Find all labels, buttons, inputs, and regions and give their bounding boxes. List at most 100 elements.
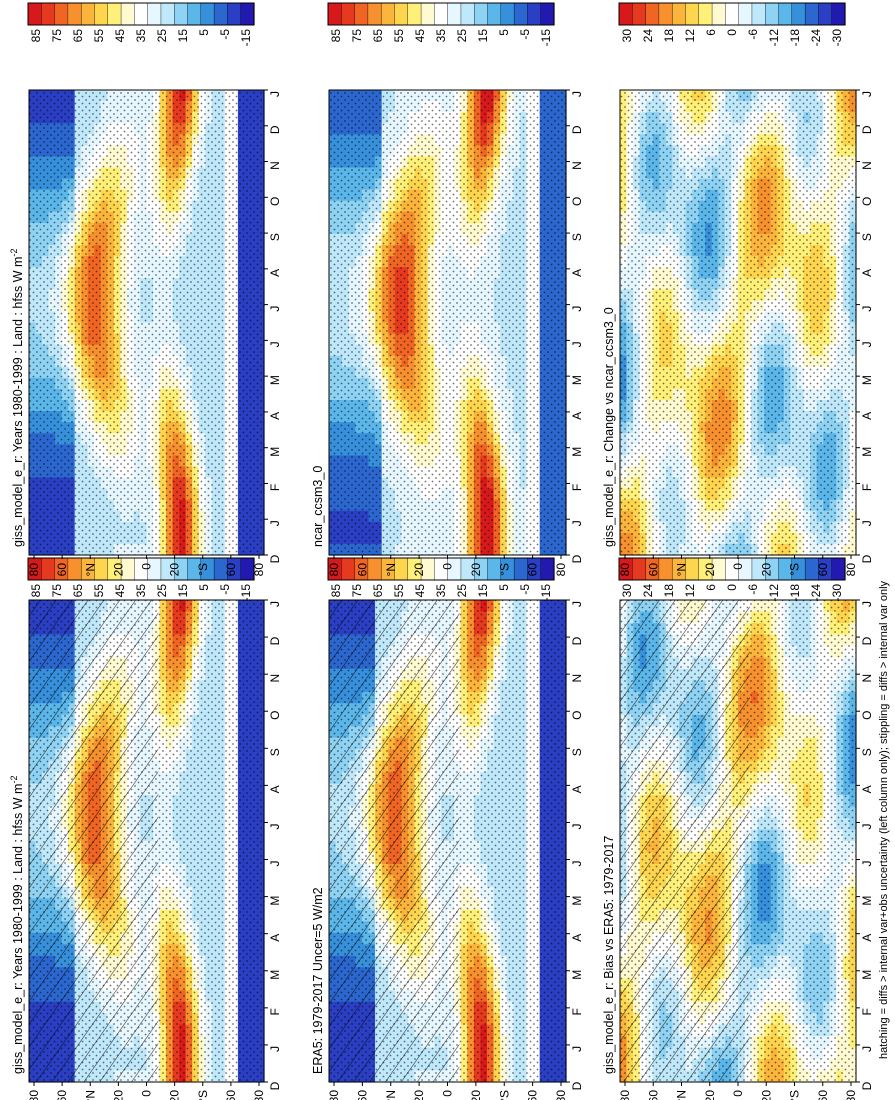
colorbar-label: 15 — [176, 584, 190, 598]
colorbar-segment — [94, 2, 109, 26]
x-tick-label: S — [268, 748, 282, 756]
colorbar-label: 35 — [134, 29, 148, 43]
colorbar-segment — [160, 2, 175, 26]
colorbar-label: -5 — [518, 584, 532, 595]
y-tick-label: °S — [196, 1090, 210, 1100]
x-tick-label: M — [570, 970, 584, 980]
colorbar-segment — [213, 2, 229, 26]
x-tick-label: J — [268, 1046, 282, 1052]
stipple-overlay — [29, 90, 264, 555]
x-tick-label: M — [268, 447, 282, 457]
x-tick-label: M — [570, 896, 584, 906]
colorbar-label: -15 — [539, 584, 553, 602]
y-tick-label: 20 — [111, 563, 125, 577]
y-tick-label: 80 — [327, 1090, 341, 1100]
colorbar-label: 55 — [92, 584, 106, 598]
colorbar-label: 5 — [197, 584, 211, 591]
x-tick-label: J — [570, 861, 584, 867]
colorbar-segment — [147, 2, 162, 26]
y-tick-label: 60 — [224, 1090, 238, 1100]
y-tick-label: 80 — [27, 563, 41, 577]
y-tick-label: °N — [83, 1090, 97, 1100]
x-tick-label: J — [570, 823, 584, 829]
colorbar-label: 35 — [434, 584, 448, 598]
colorbar-segment — [54, 2, 69, 26]
colorbar-label: -15 — [239, 584, 253, 602]
x-tick-label: M — [268, 970, 282, 980]
colorbar-frame — [27, 557, 255, 581]
colorbar-label: 55 — [392, 584, 406, 598]
colorbar-label: 25 — [455, 584, 469, 598]
colorbar-label: 85 — [29, 584, 43, 598]
x-tick-label: N — [268, 161, 282, 170]
colorbar-label: 5 — [497, 584, 511, 591]
colorbar-frame — [327, 557, 555, 581]
colorbar-segment — [341, 557, 356, 581]
colorbar-label: 25 — [155, 29, 169, 43]
x-tick-label: D — [268, 1081, 282, 1090]
x-tick-label: N — [570, 674, 584, 683]
colorbar-label: 75 — [350, 584, 364, 598]
x-tick-label: N — [268, 674, 282, 683]
x-tick-label: A — [268, 785, 282, 793]
y-tick-label: 20 — [111, 1090, 125, 1100]
colorbar-frame — [27, 2, 255, 26]
x-tick-label: D — [570, 636, 584, 645]
colorbar-label: 65 — [71, 584, 85, 598]
y-tick-label: 60 — [55, 1090, 69, 1100]
y-tick-label: 20 — [168, 1090, 182, 1100]
colorbar-label: 85 — [29, 29, 43, 43]
y-tick-label: 60 — [224, 563, 238, 577]
x-tick-label: J — [268, 601, 282, 607]
y-tick-label: °N — [384, 1090, 398, 1100]
colorbar-label: -15 — [239, 29, 253, 47]
x-tick-label: J — [268, 861, 282, 867]
colorbar-label: 45 — [413, 584, 427, 598]
x-tick-label: J — [268, 91, 282, 97]
x-tick-label: D — [268, 554, 282, 563]
y-tick-label: 60 — [55, 563, 69, 577]
panel-title-sup: -2 — [9, 776, 19, 784]
x-tick-label: F — [570, 1008, 584, 1015]
y-tick-label: °S — [196, 563, 210, 576]
colorbar-segment — [67, 557, 82, 581]
x-tick-label: A — [570, 934, 584, 942]
x-tick-label: O — [268, 197, 282, 206]
panel-title: ERA5: 1979-2017 Uncer=5 W/m2 — [311, 887, 325, 1074]
y-tick-label: 20 — [469, 1090, 483, 1100]
colorbar-segment — [41, 557, 56, 581]
colorbar-label: 55 — [92, 29, 106, 43]
hatch-overlay — [329, 600, 460, 1082]
x-tick-label: J — [268, 520, 282, 526]
colorbar-segment — [187, 2, 202, 26]
colorbar-label: 75 — [50, 29, 64, 43]
panel-title-text: giss_model_e_r: Years 1980-1999 : Land :… — [11, 257, 25, 547]
y-tick-label: 80 — [554, 1090, 568, 1100]
colorbar-segment — [107, 2, 122, 26]
x-tick-label: A — [268, 934, 282, 942]
x-tick-label: D — [268, 125, 282, 134]
x-tick-label: D — [268, 636, 282, 645]
y-tick-label: 60 — [526, 1090, 540, 1100]
colorbar-label: 85 — [329, 584, 343, 598]
colorbar-label: 65 — [71, 29, 85, 43]
x-tick-label: J — [268, 306, 282, 312]
y-tick-label: °N — [83, 563, 97, 576]
x-tick-label: J — [570, 1046, 584, 1052]
y-tick-label: 20 — [168, 563, 182, 577]
colorbar-label: 35 — [134, 584, 148, 598]
x-tick-label: S — [268, 233, 282, 241]
colorbar-label: 45 — [113, 584, 127, 598]
x-tick-label: O — [268, 711, 282, 720]
panel-title-text: ERA5: 1979-2017 Uncer=5 W/m2 — [311, 887, 325, 1074]
x-tick-label: F — [268, 484, 282, 491]
colorbar-label: -5 — [218, 584, 232, 595]
panel-title-sup: -2 — [9, 249, 19, 257]
panel-title-text: giss_model_e_r: Years 1980-1999 : Land :… — [11, 784, 25, 1074]
panel-title: giss_model_e_r: Years 1980-1999 : Land :… — [9, 776, 25, 1074]
y-tick-label: 0 — [140, 563, 154, 570]
